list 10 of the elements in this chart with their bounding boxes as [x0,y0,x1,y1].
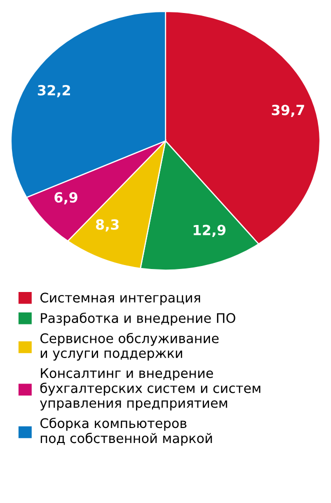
data-label: 6,9 [54,192,78,204]
legend-label: Консалтинг и внедрение бухгалтерских систем и систем управления предприятием [40,368,260,410]
data-label: 32,2 [38,84,70,98]
legend-label: Сборка компьютеров под собственной маркой [40,418,212,446]
data-label: 12,9 [194,224,226,238]
legend-label: Системная интеграция [40,292,200,306]
legend-label: Разработка и внедрение ПО [40,312,236,326]
legend-label: Сервисное обслуживание и услуги поддержки [40,332,219,361]
data-label: 39,7 [272,104,304,118]
data-label: 8,3 [96,219,119,232]
